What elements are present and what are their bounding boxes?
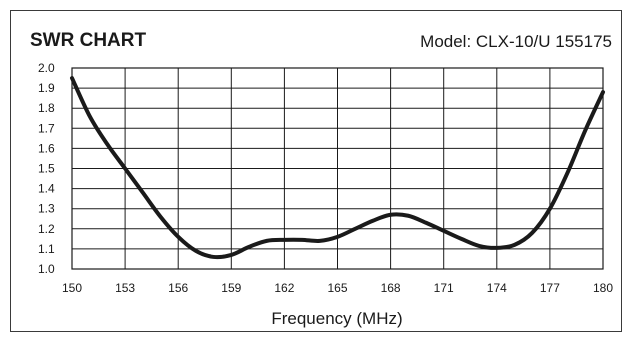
y-tick-label: 1.0 — [38, 262, 55, 276]
y-tick-label: 1.4 — [38, 182, 55, 196]
x-tick-label: 150 — [62, 281, 82, 295]
x-axis-label: Frequency (MHz) — [271, 309, 402, 328]
y-tick-label: 1.2 — [38, 222, 55, 236]
x-tick-label: 165 — [327, 281, 347, 295]
x-tick-label: 159 — [221, 281, 241, 295]
x-tick-label: 153 — [115, 281, 135, 295]
x-tick-label: 171 — [434, 281, 454, 295]
plot-border — [71, 67, 604, 270]
x-axis-ticks: 150 153 156 159 162 165 168 171 174 177 180 — [62, 281, 613, 295]
chart-title: SWR CHART — [30, 30, 147, 51]
x-tick-label: 177 — [540, 281, 560, 295]
y-tick-label: 1.3 — [38, 202, 55, 216]
y-tick-label: 1.9 — [38, 81, 55, 95]
y-tick-label: 1.5 — [38, 162, 55, 176]
x-tick-label: 168 — [381, 281, 401, 295]
x-tick-label: 180 — [593, 281, 613, 295]
y-tick-label: 1.1 — [38, 242, 55, 256]
y-tick-label: 1.8 — [38, 101, 55, 115]
x-tick-label: 162 — [274, 281, 294, 295]
chart-frame — [10, 10, 622, 332]
x-tick-label: 156 — [168, 281, 188, 295]
chart-grid — [71, 67, 604, 270]
model-label: Model: CLX-10/U 155175 — [420, 32, 612, 51]
y-tick-label: 1.6 — [38, 141, 55, 155]
y-tick-label: 2.0 — [38, 61, 55, 75]
y-tick-label: 1.7 — [38, 121, 55, 135]
x-tick-label: 174 — [487, 281, 507, 295]
y-axis-ticks: 1.0 1.1 1.2 1.3 1.4 1.5 1.6 1.7 1.8 1.9 2.0 — [38, 61, 55, 276]
swr-series-line — [70, 76, 605, 260]
